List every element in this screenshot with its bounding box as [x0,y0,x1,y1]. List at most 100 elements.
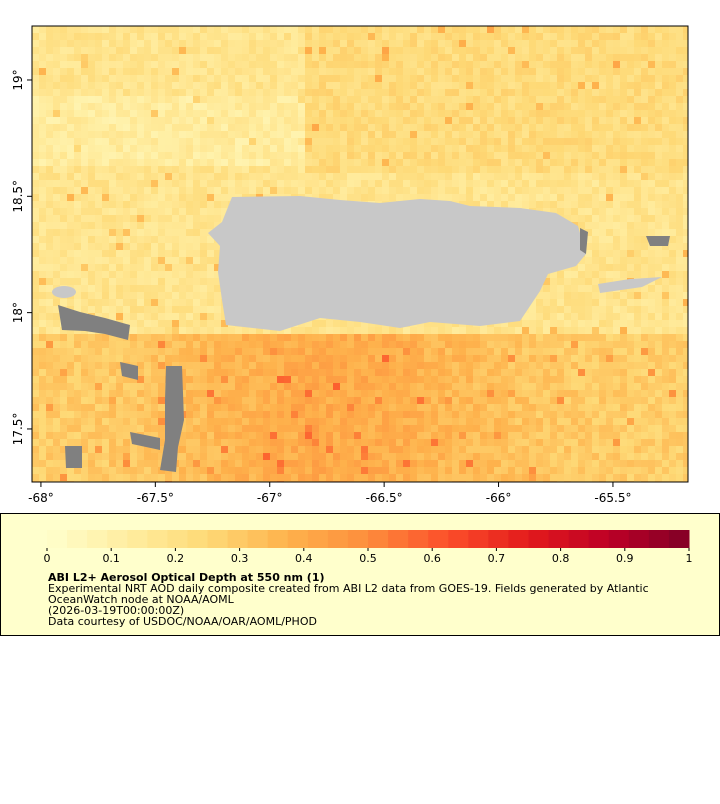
raster-cell [74,362,81,369]
raster-cell [466,124,473,131]
raster-cell [137,152,144,159]
raster-cell [67,362,74,369]
raster-cell [585,173,592,180]
raster-cell [235,145,242,152]
raster-cell [319,61,326,68]
raster-cell [466,180,473,187]
raster-cell [109,264,116,271]
raster-cell [53,355,60,362]
raster-cell [466,103,473,110]
raster-cell [578,313,585,320]
raster-cell [137,369,144,376]
raster-cell [284,348,291,355]
raster-cell [683,166,688,173]
raster-cell [109,166,116,173]
raster-cell [676,348,683,355]
raster-cell [249,89,256,96]
raster-cell [263,26,270,33]
raster-cell [102,159,109,166]
raster-cell [102,397,109,404]
raster-cell [627,138,634,145]
raster-cell [662,222,669,229]
raster-cell [270,26,277,33]
raster-cell [564,215,571,222]
raster-cell [438,75,445,82]
raster-cell [221,369,228,376]
raster-cell [417,194,424,201]
raster-cell [165,201,172,208]
raster-cell [536,194,543,201]
raster-cell [438,33,445,40]
raster-cell [333,61,340,68]
raster-cell [298,103,305,110]
raster-cell [382,26,389,33]
raster-cell [550,320,557,327]
raster-cell [158,271,165,278]
raster-cell [270,390,277,397]
raster-cell [277,376,284,383]
raster-cell [221,187,228,194]
raster-cell [179,250,186,257]
raster-cell [676,257,683,264]
raster-cell [620,194,627,201]
raster-cell [186,285,193,292]
raster-cell [39,180,46,187]
raster-cell [655,82,662,89]
raster-cell [571,75,578,82]
raster-cell [669,362,676,369]
raster-cell [599,222,606,229]
raster-cell [67,152,74,159]
raster-cell [207,257,214,264]
raster-cell [284,89,291,96]
raster-cell [305,355,312,362]
raster-cell [235,334,242,341]
raster-cell [536,47,543,54]
raster-cell [137,215,144,222]
raster-cell [620,250,627,257]
raster-cell [137,110,144,117]
raster-cell [53,75,60,82]
raster-cell [165,271,172,278]
raster-cell [585,47,592,54]
raster-cell [508,131,515,138]
raster-cell [151,355,158,362]
raster-cell [228,26,235,33]
raster-cell [494,166,501,173]
raster-cell [508,33,515,40]
raster-cell [417,117,424,124]
raster-cell [641,166,648,173]
raster-cell [501,348,508,355]
raster-cell [32,236,39,243]
raster-cell [564,124,571,131]
raster-cell [179,75,186,82]
raster-cell [564,75,571,82]
raster-cell [130,320,137,327]
raster-cell [410,96,417,103]
raster-cell [144,383,151,390]
raster-cell [578,138,585,145]
raster-cell [634,355,641,362]
raster-cell [60,89,67,96]
raster-cell [60,54,67,61]
raster-cell [487,355,494,362]
raster-cell [550,334,557,341]
raster-cell [109,257,116,264]
raster-cell [466,173,473,180]
raster-cell [557,166,564,173]
raster-cell [200,348,207,355]
raster-cell [592,320,599,327]
raster-cell [354,390,361,397]
raster-cell [571,173,578,180]
raster-cell [452,390,459,397]
raster-cell [270,187,277,194]
raster-cell [32,271,39,278]
raster-cell [298,362,305,369]
raster-cell [627,306,634,313]
raster-cell [578,145,585,152]
raster-cell [515,33,522,40]
raster-cell [368,68,375,75]
raster-cell [585,68,592,75]
raster-cell [592,383,599,390]
raster-cell [67,96,74,103]
raster-cell [53,194,60,201]
